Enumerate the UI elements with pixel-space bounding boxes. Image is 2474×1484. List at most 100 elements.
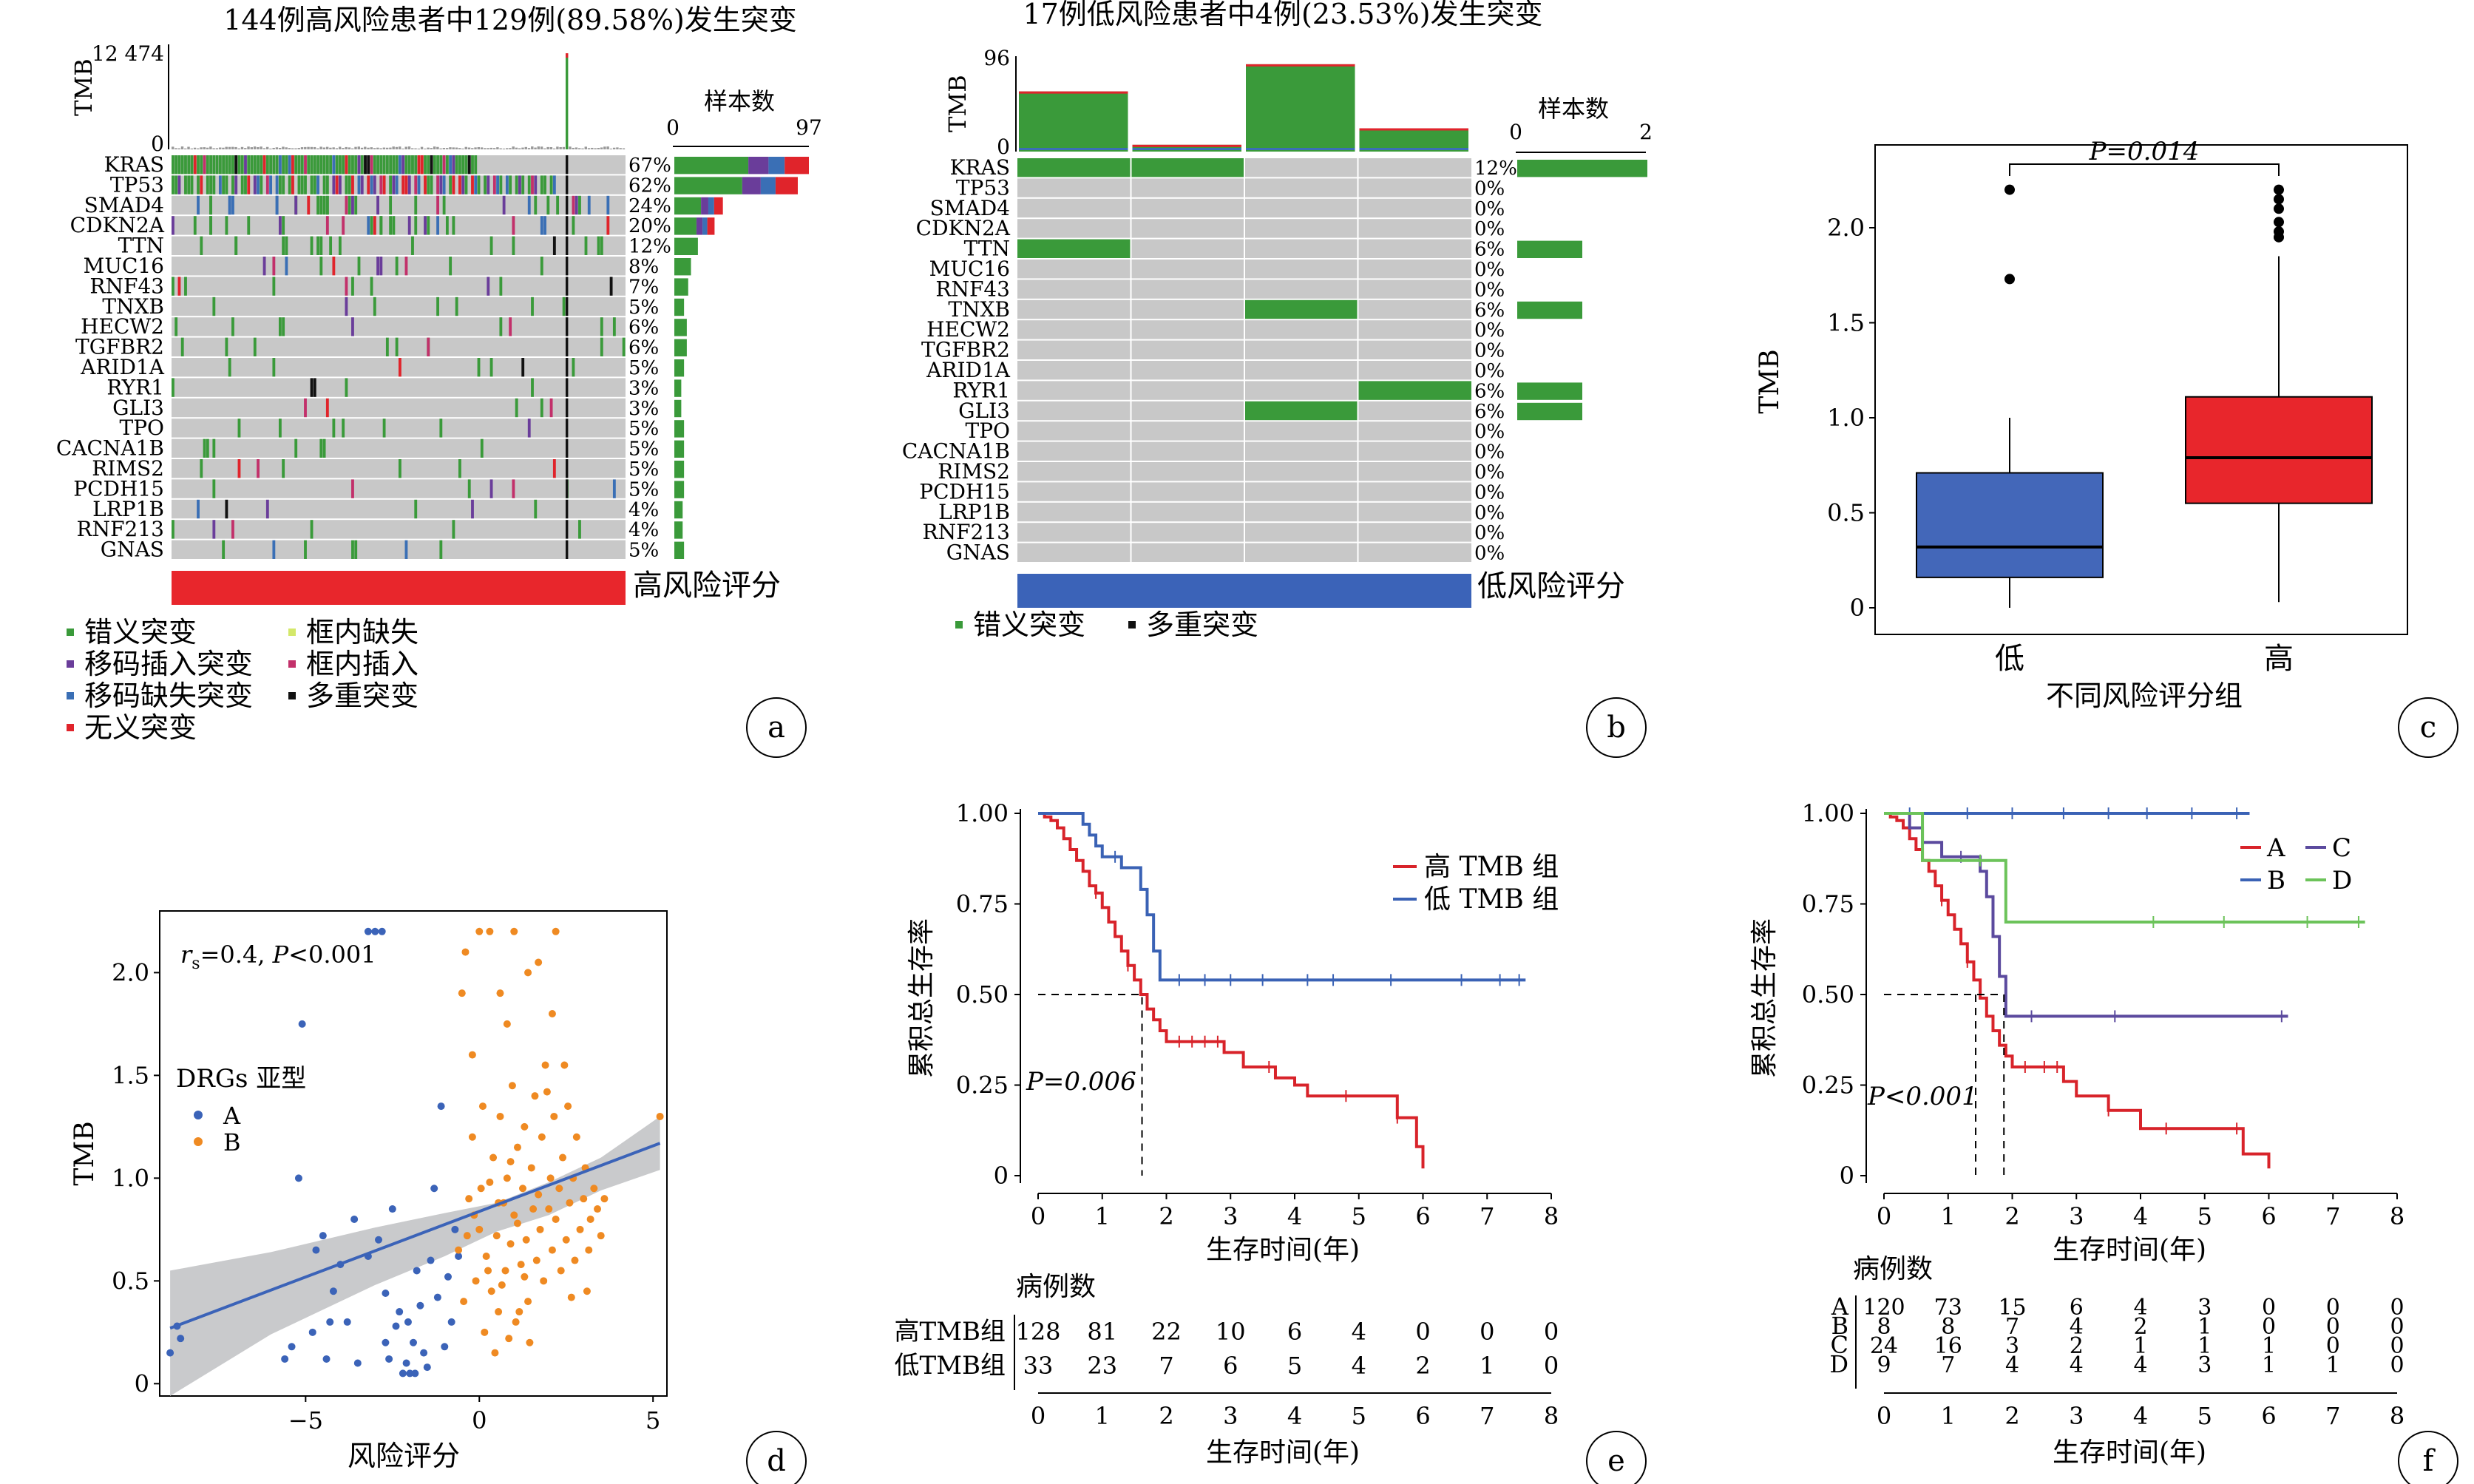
panel-a-tmb-tick-zero: 0 — [151, 132, 164, 156]
mutation-cell — [206, 438, 209, 458]
mutation-cell — [430, 155, 433, 175]
sample-count-bar — [748, 157, 769, 175]
point-B — [482, 1252, 490, 1260]
mutation-cell — [379, 155, 383, 175]
tmb-bar — [540, 146, 543, 149]
tmb-bar — [376, 147, 379, 149]
mutation-cell — [411, 155, 414, 175]
mutation-cell — [234, 236, 238, 255]
risk-count: 0 — [2262, 1314, 2276, 1340]
point-B — [521, 1122, 529, 1131]
mutation-cell — [313, 175, 316, 194]
gene-label: GLI3 — [958, 399, 1010, 423]
mutation-cell — [562, 297, 566, 316]
risk-count: 1 — [2197, 1314, 2212, 1340]
point-A — [455, 1252, 463, 1260]
panel-b-legend-swatch-multi — [1128, 621, 1136, 629]
point-B — [538, 1133, 546, 1141]
sample-count-bar — [674, 461, 685, 478]
mutation-cell — [187, 155, 191, 175]
xtick-label: 2 — [1159, 1202, 1173, 1230]
risk-count: 1 — [1480, 1352, 1494, 1380]
mutation-cell — [260, 175, 263, 194]
tmb-bar — [407, 146, 411, 149]
tmb-bar — [445, 148, 449, 149]
oncoprint-row-bg — [172, 419, 626, 438]
gene-label: PCDH15 — [73, 476, 164, 501]
percent-label: 0% — [1474, 259, 1505, 281]
legend-swatch-multi — [288, 692, 296, 699]
point-B — [557, 1267, 565, 1275]
sample-count-bar — [674, 217, 697, 235]
mutation-cell — [414, 195, 418, 215]
tmb-bar — [480, 147, 484, 149]
sample-count-bar — [674, 541, 685, 559]
point-B — [522, 1236, 530, 1244]
point-B — [562, 1236, 570, 1244]
mutation-cell — [322, 175, 326, 194]
mutation-cell — [489, 236, 493, 255]
mutation-cell — [389, 175, 393, 194]
legend-swatch-inframe-del — [288, 629, 296, 636]
risk-count: 0 — [2326, 1314, 2340, 1340]
sample-count-bar — [1517, 301, 1582, 319]
mutation-cell — [265, 499, 269, 519]
mutation-cell — [489, 479, 493, 498]
gene-label: TPO — [120, 416, 164, 440]
risk-row-label: 低TMB组 — [895, 1351, 1006, 1380]
tmb-bar — [360, 147, 364, 149]
mutation-cell-multi — [565, 297, 569, 316]
mutation-cell — [345, 175, 348, 194]
risk-count: 0 — [2390, 1314, 2404, 1340]
sample-count-bar — [674, 440, 685, 458]
panel-e-risk-title: 病例数 — [1016, 1272, 1096, 1302]
risk-count: 22 — [1151, 1318, 1182, 1346]
tmb-bar — [449, 147, 452, 149]
risk-xtick-label: 7 — [1480, 1402, 1494, 1430]
gene-label: CACNA1B — [902, 439, 1010, 464]
mutation-cell — [452, 520, 455, 539]
point-B — [486, 927, 494, 935]
ytick-label: 1.0 — [112, 1164, 149, 1192]
corr-r: r — [180, 941, 193, 969]
mutation-cell — [360, 155, 364, 175]
panel-e-km-plot: 0 0.25 0.50 0.75 1.00 0 1 2 3 4 5 6 7 8 — [956, 799, 1559, 1230]
mutation-cell — [572, 195, 575, 215]
mutation-cell — [272, 257, 276, 276]
mutation-cell — [382, 175, 386, 194]
mutation-cell — [190, 175, 194, 194]
risk-count: 10 — [1216, 1318, 1246, 1346]
tmb-bar-base — [1132, 148, 1241, 150]
mutation-cell — [587, 195, 591, 215]
mutation-cell — [193, 216, 197, 235]
mutation-cell — [209, 216, 213, 235]
sample-count-bar — [702, 217, 708, 235]
mutation-cell — [316, 155, 319, 175]
tmb-bar — [257, 146, 260, 149]
percent-label: 6% — [1474, 401, 1505, 423]
legend-multi: 多重突变 — [306, 680, 418, 712]
mutation-cell — [436, 155, 440, 175]
panel-a-percent-labels: 67%62%24%20%12%8%7%5%6%6%5%3%3%5%5%5%5%4… — [628, 155, 671, 562]
percent-label: 5% — [628, 540, 659, 562]
point-B — [529, 1205, 538, 1213]
tmb-bar — [531, 146, 534, 149]
risk-count: 8 — [1941, 1314, 1955, 1340]
mutation-cell — [222, 175, 226, 194]
tmb-bar — [215, 148, 219, 149]
percent-label: 0% — [1474, 177, 1505, 200]
mutation-cell — [499, 317, 503, 336]
percent-label: 20% — [628, 215, 671, 237]
mutation-cell — [345, 277, 348, 296]
mutation-cell — [332, 155, 336, 175]
mutation-cell — [310, 378, 314, 397]
mutation-cell — [609, 277, 613, 296]
risk-row-label: B — [1831, 1312, 1848, 1340]
point-B — [503, 1174, 511, 1182]
mutation-cell — [272, 155, 276, 175]
mutation-cell — [467, 155, 471, 175]
mutation-cell — [177, 277, 181, 296]
mutation-cell — [534, 195, 538, 215]
mutation-cell — [307, 195, 311, 215]
